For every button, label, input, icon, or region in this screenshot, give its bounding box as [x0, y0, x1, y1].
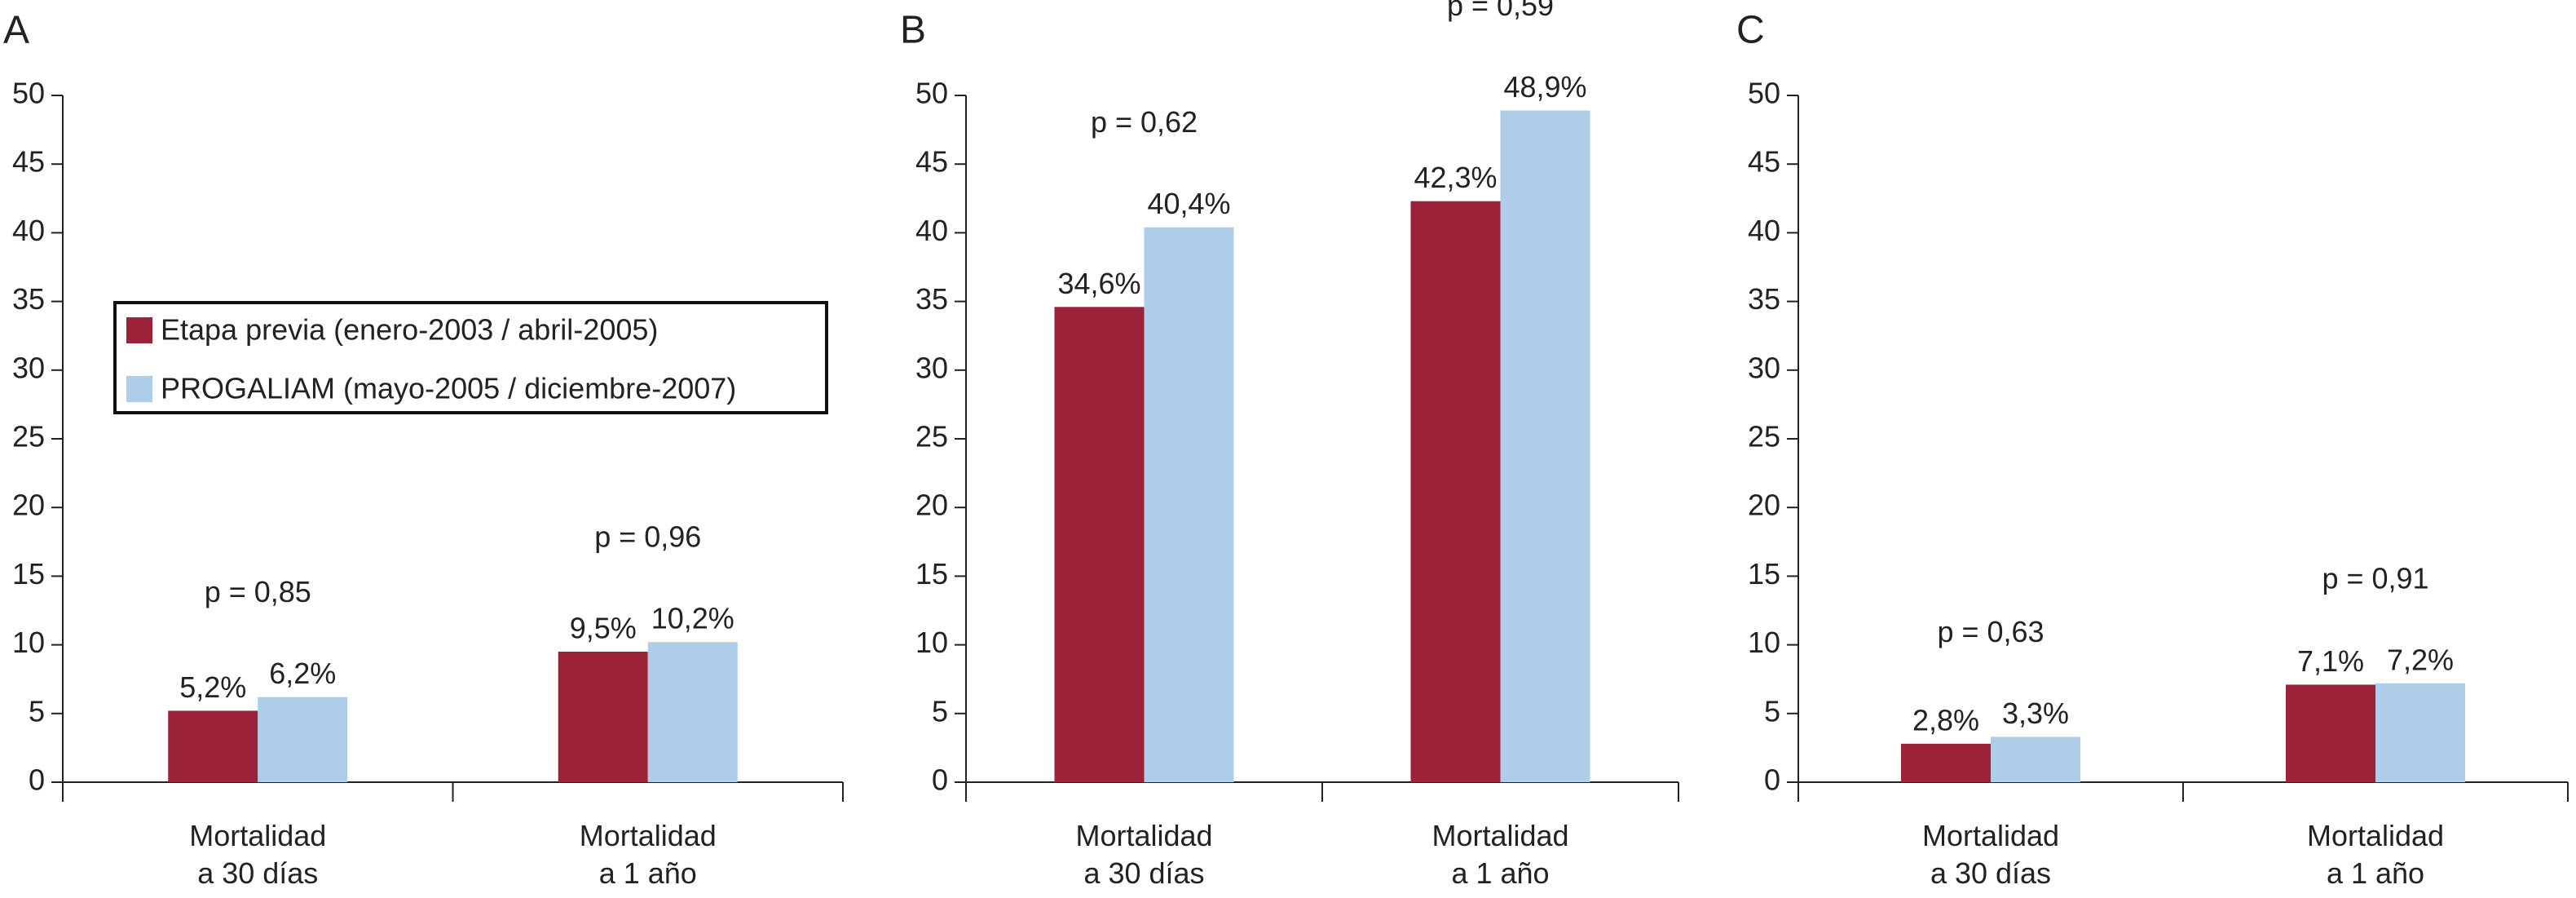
- bar: [1901, 743, 1991, 782]
- bar: [647, 642, 738, 782]
- y-tick-label: 5: [1764, 694, 1780, 728]
- value-label: 7,1%: [2297, 644, 2364, 678]
- y-tick-label: 35: [915, 282, 948, 316]
- bar: [258, 697, 348, 782]
- bar: [2286, 684, 2375, 782]
- bar: [1054, 307, 1145, 782]
- x-tick-label: Mortalidad a 30 días: [1921, 819, 2060, 890]
- value-label: 48,9%: [1503, 70, 1586, 104]
- y-tick-label: 5: [29, 694, 45, 728]
- panel-label: C: [1736, 9, 1765, 52]
- y-tick-label: 20: [1748, 489, 1780, 522]
- y-tick-label: 15: [12, 557, 45, 591]
- p-value: p = 0,85: [205, 575, 311, 608]
- x-tick-label: Mortalidad a 1 año: [1431, 819, 1569, 890]
- y-tick-label: 30: [12, 351, 45, 384]
- p-value: p = 0,59: [1447, 0, 1554, 22]
- y-tick-label: 35: [12, 282, 45, 316]
- y-tick-label: 30: [915, 351, 948, 384]
- p-value: p = 0,91: [2322, 561, 2428, 595]
- y-tick-label: 50: [915, 77, 948, 110]
- y-tick-label: 0: [932, 763, 948, 797]
- y-tick-label: 0: [1764, 763, 1780, 797]
- legend-label: Etapa previa (enero-2003 / abril-2005): [161, 313, 658, 347]
- y-tick-label: 25: [1748, 420, 1780, 453]
- panel-label: A: [3, 9, 29, 52]
- p-value: p = 0,96: [594, 520, 701, 554]
- y-tick-label: 45: [1748, 145, 1780, 179]
- y-tick-label: 10: [915, 626, 948, 659]
- y-tick-label: 25: [12, 420, 45, 453]
- y-tick-label: 40: [915, 214, 948, 247]
- value-label: 40,4%: [1147, 187, 1230, 220]
- bar: [1144, 227, 1234, 782]
- y-tick-label: 30: [1748, 351, 1780, 384]
- value-label: 2,8%: [1912, 703, 1979, 737]
- x-tick-label: Mortalidad a 1 año: [579, 819, 717, 890]
- bar: [1500, 110, 1590, 783]
- legend-box: [113, 301, 828, 414]
- x-tick-label: Mortalidad a 1 año: [2306, 819, 2445, 890]
- x-tick-label: Mortalidad a 30 días: [1075, 819, 1213, 890]
- p-value: p = 0,63: [1937, 615, 2044, 648]
- bar: [1991, 737, 2080, 782]
- value-label: 10,2%: [651, 602, 734, 635]
- y-tick-label: 10: [12, 626, 45, 659]
- y-tick-label: 20: [915, 489, 948, 522]
- y-tick-label: 0: [29, 763, 45, 797]
- y-tick-label: 50: [12, 77, 45, 110]
- bar: [558, 652, 648, 782]
- value-label: 42,3%: [1414, 161, 1497, 194]
- legend-label: PROGALIAM (mayo-2005 / diciembre-2007): [161, 372, 736, 405]
- y-tick-label: 50: [1748, 77, 1780, 110]
- legend-swatch: [126, 376, 152, 402]
- value-label: 5,2%: [179, 670, 246, 704]
- value-label: 9,5%: [570, 612, 637, 645]
- bar: [2375, 683, 2465, 782]
- bar: [168, 710, 258, 782]
- y-tick-label: 5: [932, 694, 948, 728]
- value-label: 3,3%: [2002, 697, 2069, 730]
- y-tick-label: 15: [915, 557, 948, 591]
- y-tick-label: 45: [915, 145, 948, 179]
- legend-swatch: [126, 317, 152, 343]
- y-tick-label: 45: [12, 145, 45, 179]
- y-tick-label: 25: [915, 420, 948, 453]
- y-tick-label: 20: [12, 489, 45, 522]
- y-tick-label: 40: [12, 214, 45, 247]
- y-tick-label: 10: [1748, 626, 1780, 659]
- value-label: 7,2%: [2387, 643, 2454, 676]
- value-label: 6,2%: [269, 657, 336, 690]
- value-label: 34,6%: [1057, 267, 1140, 300]
- p-value: p = 0,62: [1091, 105, 1198, 139]
- panel-label: B: [900, 9, 926, 52]
- y-tick-label: 40: [1748, 214, 1780, 247]
- bar: [1410, 201, 1501, 783]
- x-tick-label: Mortalidad a 30 días: [189, 819, 327, 890]
- y-tick-label: 15: [1748, 557, 1780, 591]
- y-tick-label: 35: [1748, 282, 1780, 316]
